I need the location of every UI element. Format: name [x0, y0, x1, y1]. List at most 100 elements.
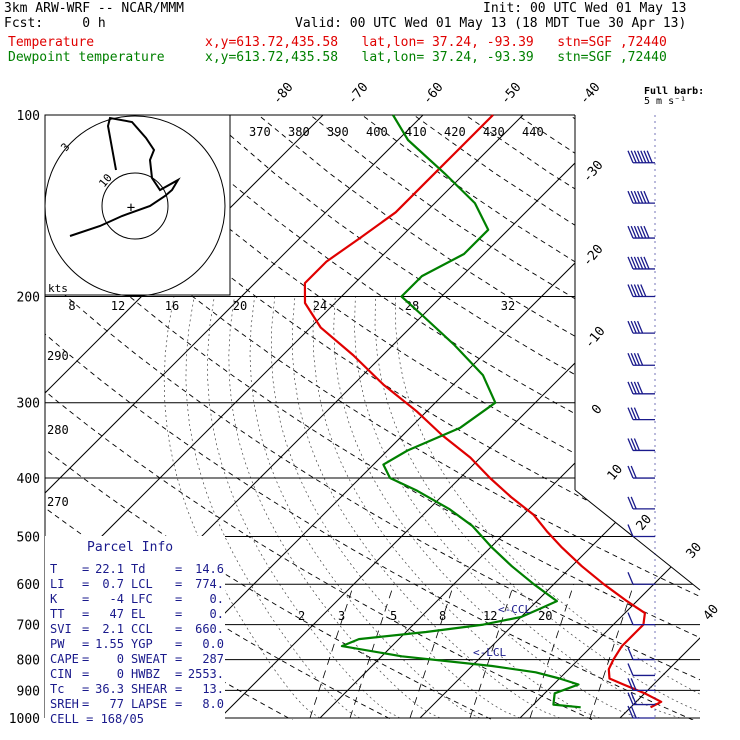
wind-barb-feather — [630, 190, 637, 204]
dry-adiabat — [45, 115, 617, 720]
parcel-param-value: 1.55 — [95, 637, 124, 651]
wind-barb — [627, 663, 655, 677]
wind-barb — [627, 647, 655, 661]
wind-barb — [627, 705, 655, 719]
moist-adiabat — [312, 296, 601, 719]
lcl-label: <-LCL — [473, 646, 506, 659]
dewpoint-profile — [340, 114, 581, 709]
wind-barb-feather — [627, 465, 634, 479]
parcel-param-eq: = — [175, 682, 182, 696]
speed-tick-label: 32 — [501, 299, 515, 313]
wind-barb-feather — [627, 225, 634, 239]
parcel-param-label: CIN — [50, 667, 72, 681]
parcel-param-eq: = — [82, 577, 89, 591]
parcel-param-eq: = — [82, 607, 89, 621]
dry-adiabat — [45, 115, 700, 720]
isotherm — [45, 115, 524, 719]
hodograph-center-marker: + — [127, 200, 135, 216]
hodograph-kts-label: kts — [48, 282, 68, 295]
wind-barb-feather — [646, 150, 653, 163]
mixing-ratio-label: 5 — [390, 609, 397, 623]
isotherm-label: 10 — [605, 462, 627, 484]
parcel-param-eq: = — [175, 592, 182, 606]
mixing-ratio-label: 3 — [338, 609, 345, 623]
isotherm-label: 20 — [634, 512, 656, 534]
wind-barb-feather — [627, 438, 634, 451]
wind-barb-feather — [627, 190, 634, 204]
parcel-param-eq: = — [175, 697, 182, 711]
wind-barb — [627, 256, 655, 270]
wind-barb-feather — [636, 150, 644, 163]
wind-barb-feather — [627, 524, 634, 537]
parcel-param-eq: = — [175, 637, 182, 651]
parcel-param-label: SREH — [50, 697, 79, 711]
wind-barb — [627, 225, 655, 239]
parcel-param-value: 22.1 — [95, 562, 124, 576]
mixing-ratio-line — [309, 584, 355, 719]
dry-adiabat — [413, 115, 700, 720]
parcel-param-eq: = — [82, 697, 89, 711]
plot-frame-diagonal — [574, 489, 701, 591]
hodograph-trace — [69, 116, 181, 237]
parcel-param-eq: = — [82, 637, 89, 651]
parcel-param-eq: = — [82, 682, 89, 696]
mixing-ratio-label: 2 — [298, 609, 305, 623]
forecast-hour: Fcst: 0 h — [4, 16, 106, 31]
dry-adiabat — [206, 115, 700, 720]
wind-barb-feather — [627, 571, 634, 585]
moist-adiabat — [374, 296, 700, 719]
parcel-param-eq: = — [175, 622, 182, 636]
wind-barb-feather — [630, 284, 637, 297]
parcel-param-value: 8.0 — [202, 697, 224, 711]
pressure-label: 100 — [17, 109, 40, 124]
init-time: Init: 00 UTC Wed 01 May 13 — [483, 1, 687, 16]
theta-label: 280 — [47, 423, 69, 437]
wind-barb-feather — [627, 663, 634, 676]
dry-adiabat — [465, 115, 700, 720]
parcel-param-label: LFC — [131, 592, 153, 606]
wind-barb-feather — [630, 407, 637, 420]
hodograph-ring — [101, 172, 169, 240]
parcel-param-eq: = — [82, 652, 89, 666]
parcel-info-background — [45, 536, 225, 720]
parcel-param-label: CCL — [131, 622, 153, 636]
wind-barb-feather — [630, 381, 637, 395]
parcel-param-value: 0 — [117, 652, 124, 666]
wind-barb — [627, 692, 655, 706]
pressure-label: 300 — [17, 397, 40, 412]
isotherm-label: -20 — [580, 242, 607, 270]
isotherm-label: -60 — [420, 80, 447, 108]
wind-barb — [627, 190, 655, 204]
parcel-info-box: Parcel Info T = 22.1 Td = 14.6 LI = 0.7 LCL = 774. K =… — [45, 536, 225, 726]
dewpoint-legend-label: Dewpoint temperature — [8, 50, 165, 65]
parcel-param-value: 14.6 — [195, 562, 224, 576]
parcel-param-eq: = — [175, 562, 182, 576]
wind-barb-feather — [627, 320, 634, 334]
wind-barb-feather — [640, 150, 647, 163]
wind-barb — [627, 352, 655, 366]
wind-barb-feather — [633, 438, 641, 451]
wind-barb-feather — [627, 692, 634, 705]
wind-barb — [627, 438, 655, 452]
dry-adiabat — [51, 115, 700, 720]
wind-barb-feather — [643, 256, 650, 270]
wind-barb-feather — [636, 256, 644, 270]
moist-adiabat — [228, 296, 441, 719]
wind-barb-feather — [633, 150, 641, 163]
parcel-param-eq: = — [175, 667, 182, 681]
parcel-param-label: EL — [131, 607, 145, 621]
parcel-param-value: 47 — [110, 607, 124, 621]
wind-barb — [627, 320, 655, 334]
moist-adiabat — [249, 296, 481, 719]
isotherm-label: -80 — [270, 80, 297, 108]
wind-barb-feather — [627, 612, 634, 625]
parcel-param-value: 0.7 — [102, 577, 124, 591]
wind-barb-feather — [630, 438, 637, 451]
pressure-label: 1000 — [9, 712, 40, 727]
isotherm-label: 0 — [589, 402, 606, 418]
speed-tick-label: 20 — [233, 299, 247, 313]
wind-barb-feather — [630, 705, 637, 719]
mixing-ratio-line — [589, 584, 635, 719]
